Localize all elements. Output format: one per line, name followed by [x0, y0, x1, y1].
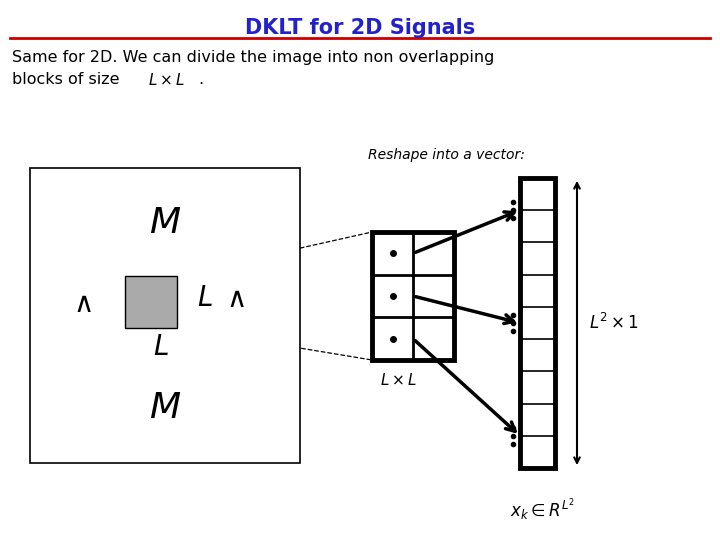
- Bar: [125, 276, 177, 328]
- Text: DKLT for 2D Signals: DKLT for 2D Signals: [245, 18, 475, 38]
- Text: $L^2 \times 1$: $L^2 \times 1$: [589, 313, 639, 333]
- Text: $x_k \in R^{L^2}$: $x_k \in R^{L^2}$: [510, 496, 575, 523]
- Bar: [30, 168, 300, 463]
- Text: $\wedge$: $\wedge$: [73, 289, 91, 318]
- Text: Same for 2D. We can divide the image into non overlapping: Same for 2D. We can divide the image int…: [12, 50, 495, 65]
- Text: $\mathit{M}$: $\mathit{M}$: [149, 391, 181, 425]
- Text: blocks of size: blocks of size: [12, 72, 120, 87]
- Text: $\mathit{M}$: $\mathit{M}$: [149, 206, 181, 240]
- Bar: [372, 232, 454, 360]
- Text: .: .: [198, 72, 203, 87]
- Text: $\mathit{L}$: $\mathit{L}$: [197, 285, 213, 312]
- Bar: [520, 178, 555, 468]
- Text: $\mathit{L}$: $\mathit{L}$: [153, 334, 169, 361]
- Text: $L \times L$: $L \times L$: [379, 372, 416, 388]
- Text: Reshape into a vector:: Reshape into a vector:: [368, 148, 525, 162]
- Text: $L \times L$: $L \times L$: [148, 72, 185, 88]
- Text: $\wedge$: $\wedge$: [225, 285, 244, 313]
